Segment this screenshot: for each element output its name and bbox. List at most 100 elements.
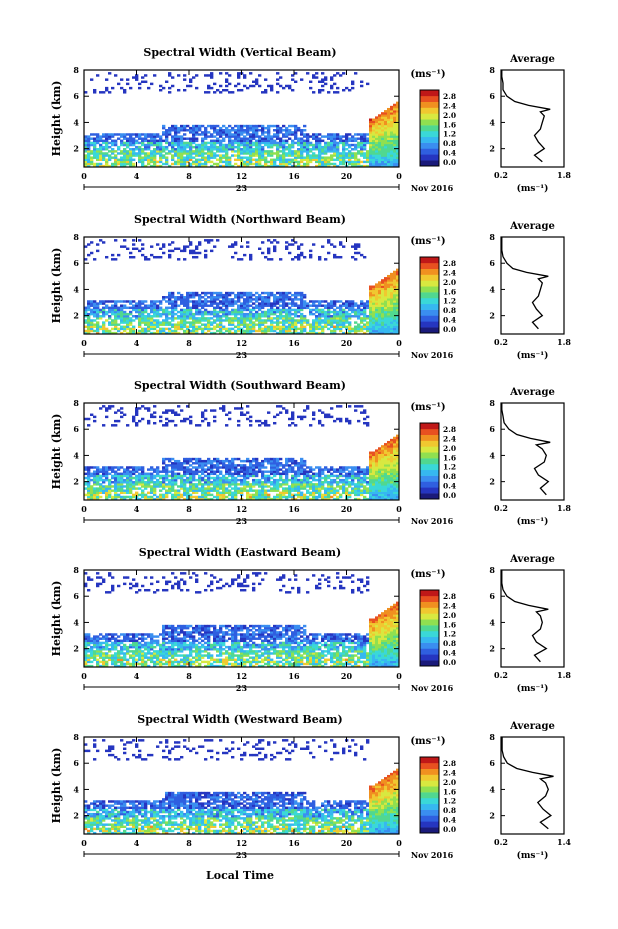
heatmap-cell (300, 485, 304, 488)
heatmap-cell (291, 468, 295, 471)
heatmap-cell (264, 466, 268, 469)
heatmap-cell (255, 323, 259, 326)
heatmap-cell (381, 331, 385, 335)
heatmap-cell (369, 118, 373, 121)
heatmap-cell (228, 300, 232, 303)
heatmap-cell (300, 327, 304, 331)
heatmap-cell (330, 143, 334, 147)
heatmap-cell (258, 162, 262, 166)
heatmap-cell (324, 162, 328, 166)
avg-y-tick-label: 4 (489, 117, 495, 127)
heatmap-cell (204, 493, 208, 497)
heatmap-cell (372, 158, 376, 162)
heatmap-cell (168, 255, 172, 259)
heatmap-cell (300, 466, 304, 469)
heatmap-cell (237, 308, 241, 312)
heatmap-cell (357, 145, 361, 149)
heatmap-cell (324, 495, 328, 499)
heatmap-cell (189, 162, 193, 166)
heatmap-cell (381, 310, 385, 314)
heatmap-cell (246, 417, 250, 421)
heatmap-cell (126, 315, 130, 318)
heatmap-cell (300, 143, 304, 147)
heatmap-cell (213, 483, 217, 486)
heatmap-cell (396, 293, 400, 297)
heatmap-cell (336, 405, 340, 408)
heatmap-cell (387, 162, 391, 166)
heatmap-cell (204, 253, 208, 257)
heatmap-cell (249, 255, 253, 259)
heatmap-cell (126, 152, 130, 155)
heatmap-cell (231, 468, 235, 471)
heatmap-cell (294, 141, 298, 145)
heatmap-cell (186, 312, 190, 316)
heatmap-cell (276, 481, 280, 484)
heatmap-cell (198, 466, 202, 469)
heatmap-cell (342, 491, 346, 495)
heatmap-cell (162, 470, 166, 473)
heatmap-cell (168, 474, 172, 478)
heatmap-cell (84, 137, 88, 140)
heatmap-cell (147, 421, 151, 425)
heatmap-cell (171, 306, 175, 310)
heatmap-cell (234, 293, 238, 297)
heatmap-cell (255, 495, 259, 499)
heatmap-cell (282, 327, 286, 331)
heatmap-cell (246, 145, 250, 149)
heatmap-cell (276, 464, 280, 467)
heatmap-cell (177, 459, 181, 463)
heatmap-cell (387, 310, 391, 314)
heatmap-cell (252, 464, 256, 467)
heatmap-cell (270, 84, 274, 88)
heatmap-cell (228, 162, 232, 166)
heatmap-cell (255, 310, 259, 314)
heatmap-cell (99, 470, 103, 473)
heatmap-cell (90, 158, 94, 162)
heatmap-cell (96, 478, 100, 482)
heatmap-cell (219, 493, 223, 497)
heatmap-cell (240, 487, 244, 490)
heatmap-cell (330, 154, 334, 157)
heatmap-cell (252, 150, 256, 153)
heatmap-cell (324, 164, 328, 168)
heatmap-cell (249, 315, 253, 318)
heatmap-cell (102, 331, 106, 335)
avg-profile-line (501, 70, 551, 163)
heatmap-cell (96, 481, 100, 484)
heatmap-cell (390, 120, 394, 124)
heatmap-cell (249, 291, 253, 295)
heatmap-cell (186, 245, 190, 248)
heatmap-cell (183, 417, 187, 421)
heatmap-cell (375, 148, 379, 151)
heatmap-cell (216, 154, 220, 157)
heatmap-cell (153, 421, 157, 425)
heatmap-cell (141, 148, 145, 151)
heatmap-cell (234, 243, 238, 246)
heatmap-cell (381, 302, 385, 305)
heatmap-cell (285, 474, 289, 478)
heatmap-cell (348, 312, 352, 316)
heatmap-cell (297, 154, 301, 157)
heatmap-cell (216, 158, 220, 162)
heatmap-cell (384, 129, 388, 132)
heatmap-cell (324, 76, 328, 79)
heatmap-cell (372, 133, 376, 136)
heatmap-cell (276, 466, 280, 469)
heatmap-cell (186, 459, 190, 463)
heatmap-cell (396, 268, 400, 272)
heatmap-cell (216, 485, 220, 488)
heatmap-cell (132, 308, 136, 312)
heatmap-cell (126, 139, 130, 143)
heatmap-cell (294, 293, 298, 297)
heatmap-cell (186, 478, 190, 482)
heatmap-cell (303, 304, 307, 307)
heatmap-cell (396, 143, 400, 147)
heatmap-cell (126, 78, 130, 81)
colorbar (419, 256, 440, 334)
heatmap-cell (216, 325, 220, 329)
heatmap-cell (393, 143, 397, 147)
heatmap-cell (393, 308, 397, 312)
heatmap-cell (138, 315, 142, 318)
heatmap-cell (162, 457, 166, 461)
heatmap-cell (195, 304, 199, 307)
